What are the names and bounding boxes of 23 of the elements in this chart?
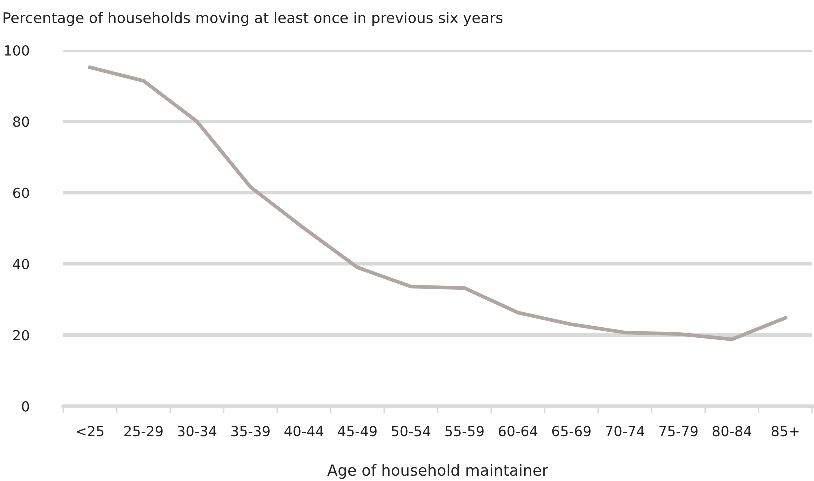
y-tick-label: 20 <box>14 330 30 341</box>
y-tick-label: 0 <box>22 401 30 412</box>
x-tick-label: 80-84 <box>712 426 752 437</box>
x-tick-label: 55-59 <box>446 426 484 437</box>
x-tick-label: 75-79 <box>660 426 698 437</box>
y-tick-label: 60 <box>13 188 30 198</box>
y-tick-label: 40 <box>13 259 30 270</box>
x-tick-label: 30-34 <box>178 426 217 437</box>
y-tick-label: 80 <box>13 116 30 128</box>
chart-title: Percentage of households moving at least once in previous six years <box>4 12 503 26</box>
line-series <box>88 66 788 342</box>
x-tick-label: 65-69 <box>552 426 591 437</box>
y-tick-label: 100 <box>5 45 30 56</box>
x-tick-label: 45-49 <box>338 426 377 437</box>
x-tick-label: 40-44 <box>284 426 324 437</box>
x-tick-label: <25 <box>77 426 104 437</box>
x-tick-label: 60-64 <box>498 426 538 437</box>
x-axis-title: Age of household maintainer <box>328 464 548 480</box>
x-tick-label: 85+ <box>772 426 799 437</box>
x-tick-label: 25-29 <box>124 426 163 437</box>
x-tick-label: 50-54 <box>392 426 431 437</box>
x-tick-label: 35-39 <box>232 426 270 437</box>
x-tick-label: 70-74 <box>606 426 645 437</box>
